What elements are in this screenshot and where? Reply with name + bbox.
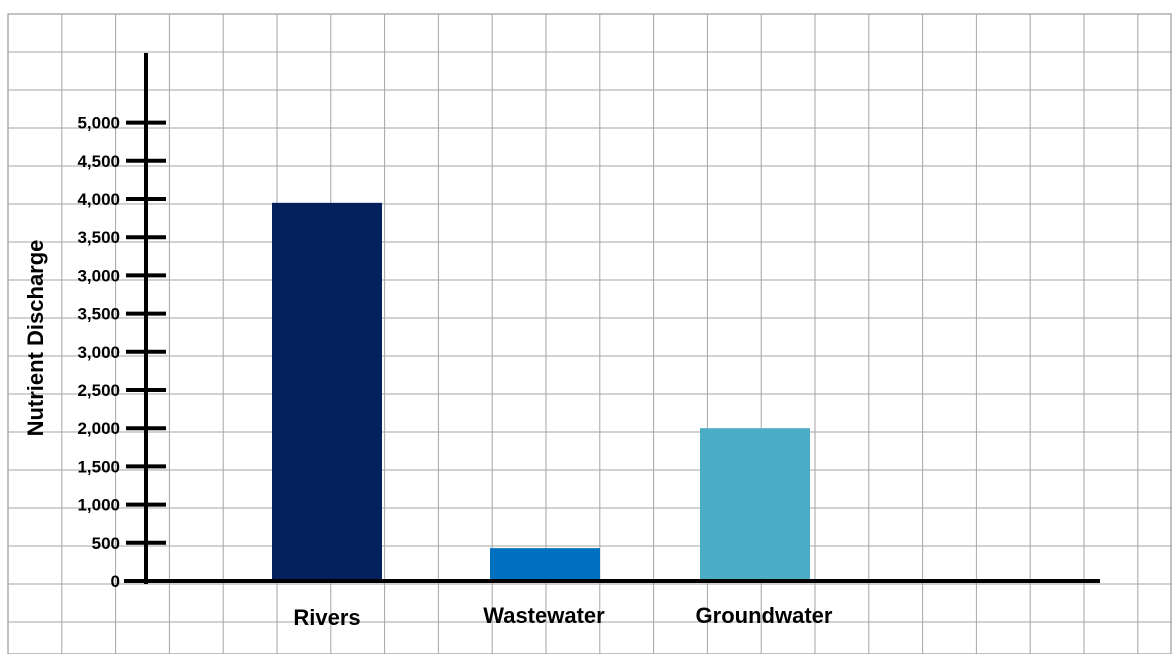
y-tick-label: 3,500 [77, 305, 120, 324]
x-tick-label-groundwater: Groundwater [696, 603, 833, 628]
y-tick-label: 2,000 [77, 419, 120, 438]
bar-wastewater [490, 548, 600, 581]
y-tick-label: 3,500 [77, 228, 120, 247]
y-tick-label: 5,000 [77, 114, 120, 133]
bar-rivers [272, 202, 382, 581]
y-tick-label: 2,500 [77, 381, 120, 400]
y-tick-label: 1,000 [77, 496, 120, 515]
y-tick-label: 4,500 [77, 152, 120, 171]
x-tick-label-rivers: Rivers [293, 605, 360, 630]
y-tick-label: 4,000 [77, 190, 120, 209]
x-labels: Rivers Wastewater Groundwater [293, 603, 833, 630]
x-tick-label-wastewater: Wastewater [483, 603, 605, 628]
bars [272, 202, 810, 581]
y-tick-label: 3,000 [77, 343, 120, 362]
y-tick-label: 500 [92, 534, 120, 553]
y-tick-label: 1,500 [77, 457, 120, 476]
y-tick-label: 0 [111, 572, 120, 591]
y-ticks: 0 500 1,000 1,500 2,000 2,500 3,000 3,500 3,000 3… [77, 114, 166, 591]
bar-groundwater [700, 428, 810, 581]
grid-border [7, 13, 1172, 654]
y-axis-title: Nutrient Discharge [23, 240, 48, 437]
axes [124, 53, 1100, 584]
y-tick-label: 3,000 [77, 266, 120, 285]
